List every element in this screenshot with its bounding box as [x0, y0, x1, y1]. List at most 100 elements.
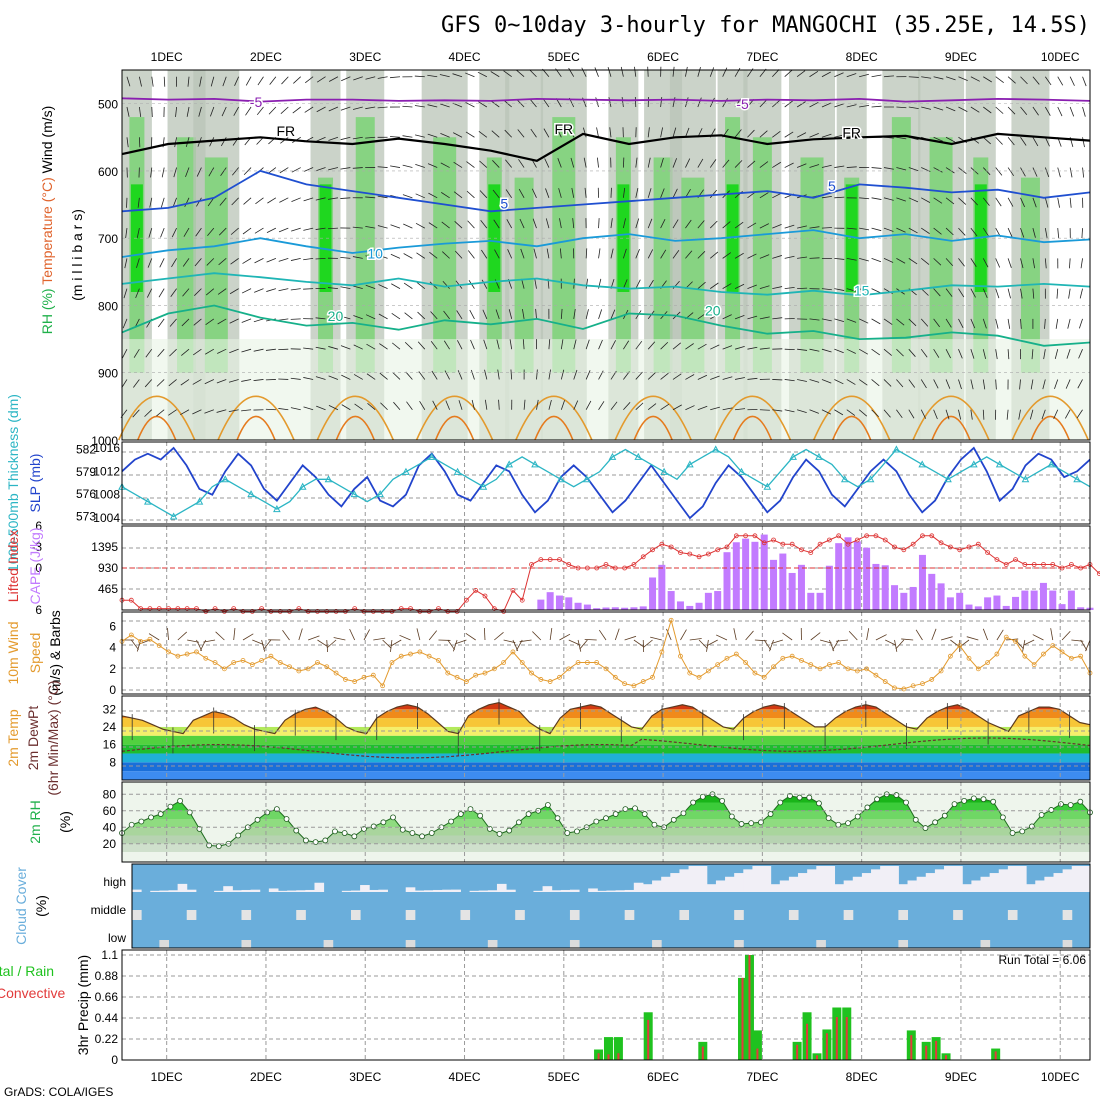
cloud-high	[314, 882, 325, 892]
wind-barb	[945, 227, 954, 236]
rh-marker	[767, 811, 774, 817]
wind-barb	[442, 280, 450, 289]
li-tick: 0	[35, 561, 42, 575]
cape-bar	[993, 595, 1001, 610]
wind-barb	[560, 369, 565, 380]
warm-contour	[515, 395, 593, 441]
wind10-marker	[640, 679, 646, 684]
precip-tick: 1.1	[101, 948, 118, 962]
li-marker	[575, 565, 581, 571]
wind-barb	[403, 223, 413, 229]
wind-barb	[303, 347, 314, 350]
wind-barb	[205, 318, 215, 326]
rh-marker	[670, 816, 677, 823]
precip-ylabel-total: Total / Rain	[0, 963, 54, 979]
wind-barb	[710, 375, 720, 380]
cloud-low	[323, 940, 334, 948]
wind-barb	[784, 162, 794, 168]
wind-barb	[353, 76, 363, 81]
wind-barb	[1007, 318, 1011, 329]
wind10-barb	[771, 639, 783, 644]
wind-barb	[834, 72, 844, 78]
wind-barb	[995, 106, 1004, 114]
wind-barb	[303, 167, 314, 172]
wind-barb	[572, 218, 575, 229]
cloud-high	[469, 890, 480, 892]
cloud-mid	[953, 910, 963, 920]
rh-marker	[428, 830, 435, 836]
thickness-marker	[479, 482, 488, 490]
wind10-marker	[938, 668, 944, 674]
wind10-barb	[577, 639, 582, 652]
wind-barb	[970, 197, 978, 206]
wind10-marker	[854, 668, 860, 674]
wind-barb	[573, 369, 578, 380]
wind-barb	[921, 76, 932, 79]
precip-ylabel: 3hr Precip (mm)	[75, 955, 91, 1055]
li-marker	[1013, 557, 1018, 562]
wind-barb	[1044, 137, 1050, 147]
wind-barb	[390, 253, 401, 259]
cape-bar	[974, 606, 982, 610]
thickness-marker	[789, 452, 797, 460]
wind10-barb	[130, 639, 139, 650]
wind-barb	[175, 106, 178, 117]
thickness-marker	[1073, 475, 1081, 483]
wind-barb	[365, 76, 376, 80]
cloud-high	[405, 887, 416, 892]
cloud-high	[1035, 880, 1045, 892]
rh-shade-green	[653, 157, 673, 373]
wind10-barb	[483, 627, 486, 641]
wind-barb	[1031, 349, 1034, 360]
wind10-marker	[696, 674, 702, 680]
wind10-marker	[752, 670, 758, 676]
wind-barb	[126, 106, 130, 117]
li-marker	[454, 609, 460, 614]
wind-barb	[1032, 167, 1038, 177]
wind-barb	[161, 167, 165, 178]
wind-barb	[908, 106, 919, 109]
wind-barb	[465, 72, 475, 78]
wind-barb	[192, 348, 202, 356]
li-marker	[752, 533, 758, 539]
rh-marker	[215, 843, 222, 850]
wind-barb	[207, 227, 215, 237]
cloud-high	[296, 890, 306, 892]
wind-barb	[685, 219, 692, 229]
wind-barb	[958, 409, 962, 420]
cloud-low	[652, 940, 662, 948]
wind-barb	[920, 227, 930, 234]
rh-marker	[1077, 798, 1084, 805]
wind-barb	[685, 97, 689, 108]
cape-bar	[1077, 607, 1085, 610]
wind10-marker	[240, 658, 246, 663]
wind-barb	[315, 227, 326, 230]
wind10-barb	[503, 639, 516, 644]
wind-barb	[210, 106, 215, 117]
wind-barb	[660, 372, 669, 380]
wind10-barb	[1015, 639, 1024, 650]
wind-barb	[517, 129, 525, 138]
wind10-marker	[529, 670, 534, 676]
wind-barb	[546, 248, 550, 259]
cape-bar	[639, 606, 647, 610]
wind-barb	[759, 99, 768, 108]
cape-bar	[676, 601, 684, 610]
wind-barb	[970, 318, 976, 329]
cloud-panel	[131, 863, 1091, 949]
wind-barb	[584, 187, 587, 198]
precip-convective-bar	[835, 1017, 838, 1060]
wind-barb	[218, 227, 227, 236]
li-marker	[175, 606, 181, 611]
wind-barb	[194, 258, 202, 267]
rh-marker	[370, 823, 377, 830]
wind-barb	[660, 127, 664, 138]
wind-barb	[697, 374, 708, 380]
cloud-high	[989, 873, 1000, 892]
wind-barb	[454, 250, 463, 259]
wind10-marker	[342, 677, 348, 682]
wind-barb	[340, 315, 351, 320]
wind-barb	[821, 164, 832, 168]
wind-barb	[315, 376, 326, 380]
wind-barb	[759, 254, 770, 259]
